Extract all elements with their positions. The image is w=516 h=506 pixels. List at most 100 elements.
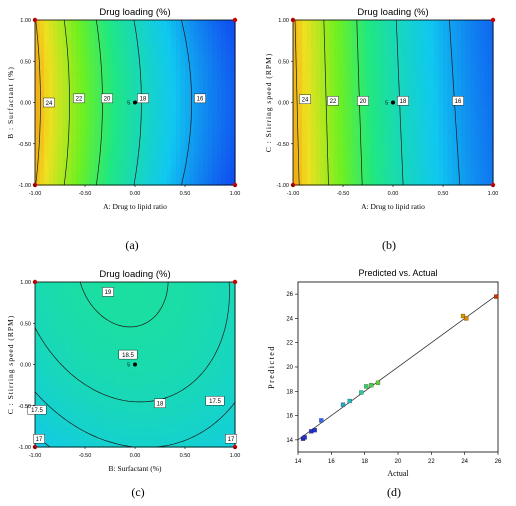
heat-cell (48, 312, 54, 317)
heat-cell (144, 61, 150, 66)
heat-cell (48, 91, 54, 96)
heat-cell (225, 158, 232, 164)
heat-cell (456, 91, 462, 96)
heat-cell (75, 323, 82, 328)
heat-cell (80, 315, 86, 321)
heat-cell (315, 42, 321, 47)
heat-cell (162, 87, 168, 92)
heat-cell (125, 83, 132, 89)
heat-cell (130, 147, 136, 152)
heat-cell (85, 128, 91, 134)
heat-cell (221, 143, 227, 149)
heat-cell (361, 65, 367, 70)
heat-cell (57, 330, 63, 336)
heat-cell (148, 151, 154, 156)
heat-cell (130, 155, 136, 160)
heat-cell (62, 151, 68, 156)
heat-cell (107, 405, 113, 411)
heat-cell (185, 53, 191, 59)
heat-cell (121, 140, 127, 145)
heat-cell (89, 83, 95, 89)
heat-cell (221, 158, 227, 164)
heat-cell (39, 136, 45, 141)
heat-cell (447, 151, 453, 156)
heat-cell (98, 23, 104, 29)
heat-cell (139, 338, 145, 343)
heat-cell (374, 113, 380, 119)
heat-cell (80, 173, 86, 179)
heat-cell (365, 117, 371, 122)
y-tick-label: -0.50 (276, 142, 289, 148)
heat-cell (135, 353, 141, 358)
heat-cell (98, 432, 104, 437)
heat-cell (420, 110, 426, 115)
heat-cell (121, 297, 127, 302)
heat-cell (75, 319, 82, 324)
heat-cell (352, 91, 358, 96)
heat-cell (338, 117, 344, 122)
heat-cell (474, 110, 480, 115)
heat-cell (121, 417, 127, 422)
heat-cell (144, 132, 150, 137)
heat-cell (203, 181, 209, 186)
heat-cell (94, 91, 100, 96)
heat-cell (225, 155, 232, 160)
heat-cell (175, 87, 182, 92)
heat-cell (429, 65, 435, 70)
heat-cell (130, 42, 136, 47)
x-tick-label: -0.50 (79, 191, 92, 197)
heat-cell (221, 38, 227, 44)
heat-cell (94, 394, 100, 399)
heat-cell (48, 297, 54, 302)
heat-cell (474, 83, 480, 89)
heat-cell (311, 95, 317, 100)
heat-cell (415, 98, 421, 104)
heat-cell (429, 128, 435, 134)
heat-cell (135, 443, 141, 448)
heat-cell (465, 72, 471, 77)
heat-cell (139, 349, 145, 354)
heat-cell (66, 76, 72, 81)
heat-cell (180, 143, 186, 149)
heat-cell (35, 308, 41, 313)
heat-cell (98, 113, 104, 119)
heat-cell (75, 132, 82, 137)
heat-cell (356, 113, 362, 119)
heat-cell (85, 338, 91, 343)
heat-cell (66, 289, 72, 294)
heat-cell (383, 128, 390, 134)
heat-cell (144, 65, 150, 70)
heat-cell (415, 147, 421, 152)
heat-cell (157, 23, 163, 29)
heat-cell (62, 379, 68, 384)
heat-cell (347, 68, 353, 74)
heat-cell (116, 87, 122, 92)
heat-cell (352, 57, 358, 62)
contour-label-box (194, 93, 206, 104)
heat-cell (125, 300, 132, 306)
heat-cell (230, 42, 236, 47)
heat-cell (62, 334, 68, 339)
heat-cell (230, 72, 236, 77)
heat-cell (230, 106, 236, 111)
heat-cell (39, 443, 45, 448)
heat-cell (315, 65, 321, 70)
heat-cell (89, 35, 95, 40)
heat-cell (225, 23, 232, 29)
heat-cell (465, 65, 471, 70)
heat-cell (48, 147, 54, 152)
heat-cell (221, 147, 227, 152)
heat-cell (53, 364, 59, 369)
heat-cell (456, 166, 462, 171)
heat-cell (130, 398, 136, 403)
heat-cell (39, 368, 45, 373)
heat-cell (333, 155, 340, 160)
heat-cell (356, 61, 362, 66)
heat-cell (424, 110, 430, 115)
heat-cell (438, 173, 444, 179)
heat-cell (62, 166, 68, 171)
heat-cell (324, 106, 330, 111)
heat-cell (144, 35, 150, 40)
heat-cell (352, 128, 358, 134)
heat-cell (429, 121, 435, 126)
